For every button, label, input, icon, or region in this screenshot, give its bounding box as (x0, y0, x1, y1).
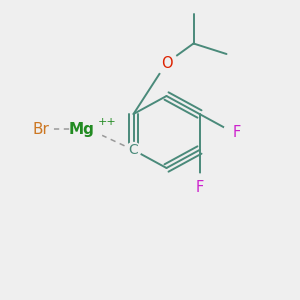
Text: O: O (161, 56, 172, 70)
Circle shape (155, 52, 178, 74)
Circle shape (224, 123, 242, 141)
Text: ++: ++ (98, 117, 117, 127)
Text: C: C (129, 143, 138, 157)
Circle shape (74, 115, 103, 143)
Circle shape (190, 174, 208, 192)
Text: F: F (195, 180, 204, 195)
Text: Mg: Mg (69, 122, 94, 137)
Text: F: F (233, 125, 241, 140)
Text: Br: Br (32, 122, 49, 137)
Circle shape (126, 142, 141, 158)
Circle shape (28, 116, 53, 142)
